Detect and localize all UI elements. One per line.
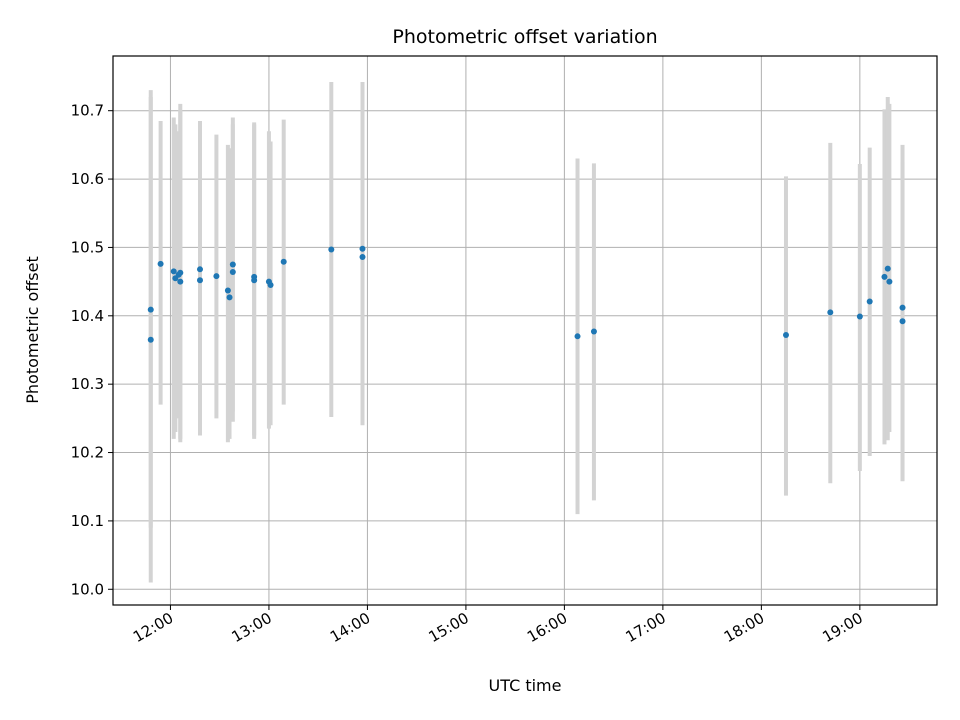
data-point: [881, 273, 888, 280]
data-point: [328, 246, 335, 253]
data-point: [147, 306, 154, 313]
data-point: [229, 269, 236, 276]
y-axis: 10.0 10.1 10.2 10.3 10.4 10.5 10.6 10.7: [71, 102, 113, 598]
x-axis-label: UTC time: [489, 676, 562, 695]
data-point: [899, 318, 906, 325]
plot-frame: [112, 55, 938, 606]
data-point: [866, 298, 873, 305]
y-tick-label: 10.7: [71, 102, 104, 120]
data-point: [196, 277, 203, 284]
y-tick-label: 10.1: [71, 512, 104, 530]
y-tick-label: 10.4: [71, 307, 104, 325]
data-point: [251, 277, 258, 284]
data-point: [226, 294, 233, 301]
data-point: [213, 273, 220, 280]
data-point: [280, 258, 287, 265]
chart-title: Photometric offset variation: [392, 26, 657, 48]
grid: [113, 56, 937, 605]
y-tick-label: 10.6: [71, 170, 104, 188]
data-point: [886, 278, 893, 285]
y-axis-label: Photometric offset: [23, 256, 42, 404]
data-point: [224, 287, 231, 294]
data-point: [884, 265, 891, 272]
data-point: [782, 331, 789, 338]
data-point: [359, 254, 366, 261]
data-point: [359, 245, 366, 252]
data-point: [590, 328, 597, 335]
data-point: [899, 304, 906, 311]
data-point: [196, 266, 203, 273]
data-point: [177, 278, 184, 285]
y-tick-label: 10.3: [71, 375, 104, 393]
data-point: [177, 269, 184, 276]
data-point: [267, 282, 274, 289]
data-points: [147, 245, 906, 343]
data-point: [170, 268, 177, 275]
data-point: [856, 313, 863, 320]
data-point: [827, 309, 834, 316]
data-point: [157, 260, 164, 267]
y-tick-label: 10.0: [71, 580, 104, 598]
data-point: [574, 333, 581, 340]
data-point: [147, 336, 154, 343]
y-tick-label: 10.2: [71, 444, 104, 462]
y-tick-label: 10.5: [71, 238, 104, 256]
data-point: [229, 261, 236, 268]
